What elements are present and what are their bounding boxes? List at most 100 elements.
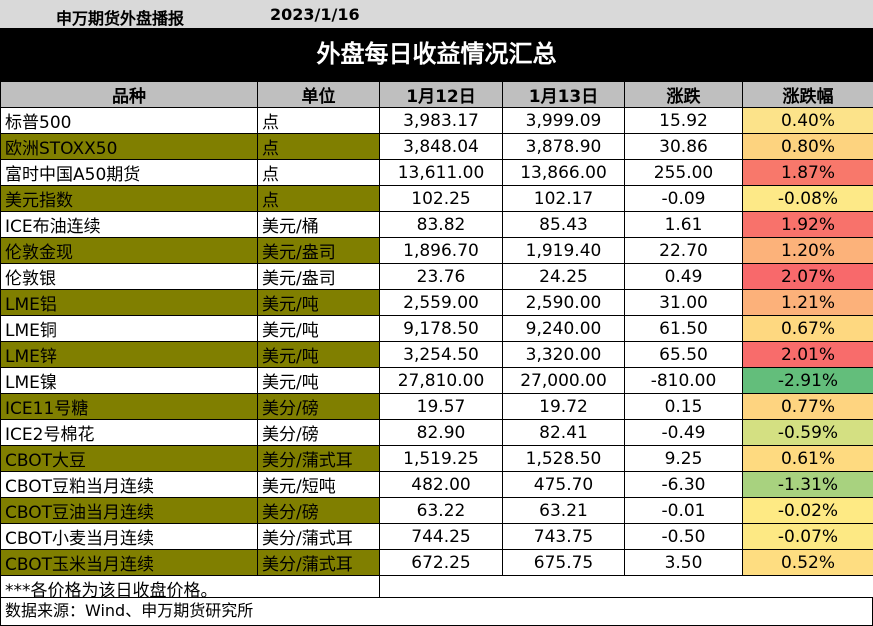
- row-change: 22.70: [624, 237, 743, 264]
- row-jan12: 672.25: [379, 549, 503, 576]
- row-pct: -0.02%: [742, 497, 873, 524]
- row-unit: 美分/蒲式耳: [257, 523, 380, 550]
- report-date: 2023/1/16: [270, 5, 360, 24]
- row-name: 伦敦银: [0, 263, 258, 290]
- row-name: LME锌: [0, 341, 258, 368]
- row-pct: -0.59%: [742, 419, 873, 446]
- row-pct: 2.01%: [742, 341, 873, 368]
- column-header-jan13: 1月13日: [502, 81, 625, 108]
- top-bar: 申万期货外盘播报 2023/1/16: [0, 0, 873, 29]
- row-unit: 美元/吨: [257, 341, 380, 368]
- row-unit: 美元/桶: [257, 211, 380, 238]
- row-unit: 美分/蒲式耳: [257, 445, 380, 472]
- column-header-pct: 涨跌幅: [742, 81, 873, 108]
- row-jan13: 743.75: [502, 523, 625, 550]
- table-header-row: 品种 单位 1月12日 1月13日 涨跌 涨跌幅: [0, 81, 873, 108]
- returns-table: 品种 单位 1月12日 1月13日 涨跌 涨跌幅 标普500 点 3,983.17 3…: [0, 81, 873, 602]
- row-change: 61.50: [624, 315, 743, 342]
- row-name: CBOT豆粕当月连续: [0, 471, 258, 498]
- row-jan13: 1,528.50: [502, 445, 625, 472]
- row-change: 65.50: [624, 341, 743, 368]
- report-title: 外盘每日收益情况汇总: [0, 29, 873, 81]
- row-name: 美元指数: [0, 185, 258, 212]
- row-change: -0.49: [624, 419, 743, 446]
- row-name: 欧洲STOXX50: [0, 133, 258, 160]
- row-change: 0.15: [624, 393, 743, 420]
- column-header-name: 品种: [0, 81, 258, 108]
- row-jan13: 85.43: [502, 211, 625, 238]
- row-unit: 点: [257, 159, 380, 186]
- row-unit: 点: [257, 133, 380, 160]
- row-pct: 0.80%: [742, 133, 873, 160]
- row-jan12: 23.76: [379, 263, 503, 290]
- row-jan12: 3,983.17: [379, 107, 503, 134]
- table-row: LME锌 美元/吨 3,254.50 3,320.00 65.50 2.01%: [0, 341, 873, 368]
- row-jan12: 83.82: [379, 211, 503, 238]
- row-change: 15.92: [624, 107, 743, 134]
- row-jan12: 27,810.00: [379, 367, 503, 394]
- row-jan13: 9,240.00: [502, 315, 625, 342]
- table-row: 富时中国A50期货点 13,611.00 13,866.00 255.00 1.87%: [0, 159, 873, 186]
- table-row: CBOT豆粕当月连续 美元/短吨 482.00 475.70 -6.30 -1.31%: [0, 471, 873, 498]
- row-change: 31.00: [624, 289, 743, 316]
- row-jan13: 27,000.00: [502, 367, 625, 394]
- row-change: 1.61: [624, 211, 743, 238]
- row-jan13: 675.75: [502, 549, 625, 576]
- row-name: CBOT小麦当月连续: [0, 523, 258, 550]
- row-pct: 1.87%: [742, 159, 873, 186]
- row-jan12: 9,178.50: [379, 315, 503, 342]
- row-name: LME铜: [0, 315, 258, 342]
- row-change: -810.00: [624, 367, 743, 394]
- row-pct: 0.40%: [742, 107, 873, 134]
- row-unit: 美元/吨: [257, 367, 380, 394]
- row-change: 30.86: [624, 133, 743, 160]
- row-unit: 美元/短吨: [257, 471, 380, 498]
- org-name: 申万期货外盘播报: [56, 9, 185, 28]
- row-jan13: 13,866.00: [502, 159, 625, 186]
- row-jan13: 475.70: [502, 471, 625, 498]
- row-jan13: 102.17: [502, 185, 625, 212]
- table-row: LME铜 美元/吨 9,178.50 9,240.00 61.50 0.67%: [0, 315, 873, 342]
- row-jan13: 24.25: [502, 263, 625, 290]
- row-change: -0.50: [624, 523, 743, 550]
- table-row: ICE11号糖 美分/磅 19.57 19.72 0.15 0.77%: [0, 393, 873, 420]
- row-pct: 1.20%: [742, 237, 873, 264]
- row-name: CBOT豆油当月连续: [0, 497, 258, 524]
- row-jan12: 63.22: [379, 497, 503, 524]
- row-jan12: 3,254.50: [379, 341, 503, 368]
- row-jan13: 2,590.00: [502, 289, 625, 316]
- row-jan13: 3,320.00: [502, 341, 625, 368]
- row-pct: -1.31%: [742, 471, 873, 498]
- row-jan13: 3,999.09: [502, 107, 625, 134]
- row-pct: 0.52%: [742, 549, 873, 576]
- row-jan12: 13,611.00: [379, 159, 503, 186]
- row-jan12: 482.00: [379, 471, 503, 498]
- row-jan12: 2,559.00: [379, 289, 503, 316]
- row-name: LME铝: [0, 289, 258, 316]
- table-row: ICE2号棉花 美分/磅 82.90 82.41 -0.49 -0.59%: [0, 419, 873, 446]
- table-row: 标普500 点 3,983.17 3,999.09 15.92 0.40%: [0, 107, 873, 134]
- row-name: LME镍: [0, 367, 258, 394]
- row-jan12: 1,896.70: [379, 237, 503, 264]
- row-name: ICE11号糖: [0, 393, 258, 420]
- row-pct: 2.07%: [742, 263, 873, 290]
- row-name: CBOT玉米当月连续: [0, 549, 258, 576]
- row-unit: 美分/磅: [257, 419, 380, 446]
- row-name: CBOT大豆: [0, 445, 258, 472]
- row-jan12: 744.25: [379, 523, 503, 550]
- column-header-jan12: 1月12日: [379, 81, 503, 108]
- row-unit: 美元/盎司: [257, 237, 380, 264]
- row-pct: -0.08%: [742, 185, 873, 212]
- column-header-unit: 单位: [257, 81, 380, 108]
- row-jan12: 82.90: [379, 419, 503, 446]
- row-jan12: 3,848.04: [379, 133, 503, 160]
- row-unit: 美元/吨: [257, 289, 380, 316]
- table-row: CBOT大豆 美分/蒲式耳 1,519.25 1,528.50 9.25 0.61%: [0, 445, 873, 472]
- row-change: 9.25: [624, 445, 743, 472]
- row-jan13: 82.41: [502, 419, 625, 446]
- table-row: 欧洲STOXX50 点 3,848.04 3,878.90 30.86 0.80%: [0, 133, 873, 160]
- row-pct: 0.61%: [742, 445, 873, 472]
- row-pct: -2.91%: [742, 367, 873, 394]
- row-name: 伦敦金现: [0, 237, 258, 264]
- row-pct: -0.07%: [742, 523, 873, 550]
